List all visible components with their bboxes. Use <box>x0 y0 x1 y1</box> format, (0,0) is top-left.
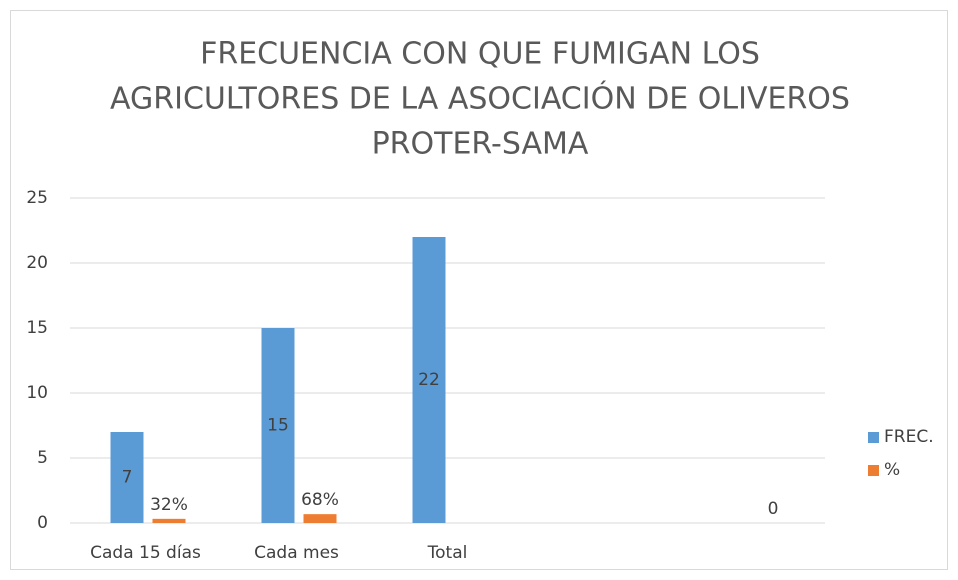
x-tick-label: Cada 15 días <box>90 543 201 563</box>
legend-label: % <box>884 460 900 480</box>
x-tick-label: Cada mes <box>254 543 339 563</box>
data-label: 68% <box>301 490 339 510</box>
y-tick-label: 20 <box>26 253 48 273</box>
y-tick-label: 5 <box>37 448 48 468</box>
bar <box>412 237 446 523</box>
bar <box>303 514 337 523</box>
bar <box>110 432 144 523</box>
bar <box>152 518 186 523</box>
bar <box>261 328 295 523</box>
legend-swatch <box>868 432 879 443</box>
legend-swatch <box>868 465 879 476</box>
legend-label: FREC. <box>884 427 934 447</box>
y-tick-label: 15 <box>26 318 48 338</box>
chart-title: FRECUENCIA CON QUE FUMIGAN LOS <box>200 37 760 72</box>
chart-title: PROTER-SAMA <box>372 127 589 162</box>
data-label: 7 <box>122 468 133 488</box>
data-label: 0 <box>768 499 779 519</box>
chart-title: AGRICULTORES DE LA ASOCIACIÓN DE OLIVERO… <box>110 80 850 117</box>
y-tick-label: 0 <box>37 513 48 533</box>
y-tick-label: 10 <box>26 383 48 403</box>
y-tick-label: 25 <box>26 188 48 208</box>
x-tick-label: Total <box>427 543 468 563</box>
data-label: 22 <box>418 370 440 390</box>
data-label: 32% <box>150 495 188 515</box>
data-label: 15 <box>267 416 289 436</box>
chart-border <box>10 10 948 570</box>
